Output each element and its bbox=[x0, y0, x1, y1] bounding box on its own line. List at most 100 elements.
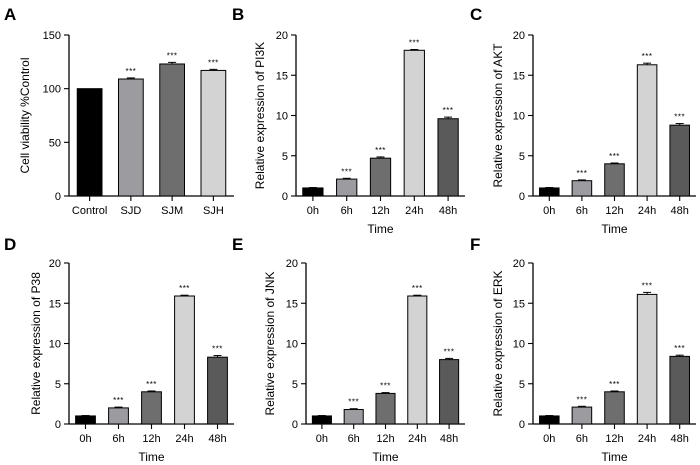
significance-label: *** bbox=[576, 395, 587, 404]
y-tick-label: 5 bbox=[519, 379, 525, 391]
significance-label: *** bbox=[609, 380, 620, 389]
y-tick-label: 20 bbox=[49, 258, 61, 270]
x-tick-label: 0h bbox=[79, 433, 91, 445]
panel-letter-b: B bbox=[232, 5, 244, 24]
y-axis-title: Relative expression of JNK bbox=[263, 271, 277, 415]
x-tick-label: 24h bbox=[638, 433, 656, 445]
x-axis-title: Time bbox=[138, 450, 165, 464]
bar-48h bbox=[669, 355, 690, 425]
x-tick-label: 6h bbox=[576, 433, 588, 445]
y-tick-label: 15 bbox=[513, 70, 525, 82]
significance-label: *** bbox=[125, 67, 136, 76]
bar-sjm bbox=[159, 63, 185, 197]
x-tick-label: 24h bbox=[408, 433, 426, 445]
x-tick-label: 0h bbox=[543, 433, 555, 445]
y-tick-label: 10 bbox=[276, 111, 288, 123]
bar-24h bbox=[403, 49, 425, 197]
bar-48h bbox=[207, 356, 228, 425]
y-tick-label: 20 bbox=[513, 258, 525, 270]
x-tick-label: 48h bbox=[671, 433, 689, 445]
y-axis-title: Relative expression of ERK bbox=[491, 270, 505, 416]
significance-label: *** bbox=[609, 152, 620, 161]
y-tick-label: 15 bbox=[276, 70, 288, 82]
panel-letter-d: D bbox=[4, 235, 16, 254]
x-tick-label: 12h bbox=[371, 205, 389, 217]
bar-24h bbox=[407, 295, 428, 425]
y-tick-label: 10 bbox=[513, 111, 525, 123]
bar-6h bbox=[343, 409, 364, 425]
significance-label: *** bbox=[208, 58, 219, 67]
x-tick-label: 6h bbox=[348, 433, 360, 445]
x-tick-label: 12h bbox=[605, 433, 623, 445]
bar-48h bbox=[669, 124, 690, 197]
x-tick-label: 24h bbox=[638, 205, 656, 217]
x-axis-title: Time bbox=[601, 222, 628, 236]
bar-6h bbox=[571, 180, 593, 197]
x-tick-label: SJH bbox=[203, 205, 224, 217]
bar-24h bbox=[636, 64, 658, 197]
bar-24h bbox=[174, 295, 195, 425]
panel-letter-c: C bbox=[470, 5, 482, 24]
significance-label: *** bbox=[412, 284, 423, 293]
significance-label: *** bbox=[113, 396, 124, 405]
y-tick-label: 100 bbox=[43, 84, 61, 96]
y-tick-label: 5 bbox=[55, 379, 61, 391]
panel-letter-f: F bbox=[470, 235, 480, 254]
x-tick-label: SJM bbox=[161, 205, 183, 217]
significance-label: *** bbox=[179, 284, 190, 293]
significance-label: *** bbox=[642, 52, 653, 61]
x-tick-label: 48h bbox=[440, 433, 458, 445]
panel-b: B 0 5 10 15 20 0h *** 6h *** 12h *** 24h *** 48h Relati… bbox=[232, 5, 465, 236]
y-tick-label: 10 bbox=[49, 339, 61, 351]
bar-6h bbox=[336, 178, 358, 197]
bar-6h bbox=[108, 407, 129, 425]
x-axis-title: Time bbox=[367, 222, 394, 236]
panel-a: A 0 50 100 150 Control *** SJD *** SJM *** SJH Cell … bbox=[4, 5, 234, 217]
bar-12h bbox=[141, 391, 162, 425]
significance-label: *** bbox=[212, 345, 223, 354]
bar-sjh bbox=[200, 69, 227, 197]
bar-0h bbox=[539, 187, 560, 197]
y-tick-label: 20 bbox=[286, 258, 298, 270]
bar-12h bbox=[604, 391, 625, 425]
x-tick-label: 12h bbox=[605, 205, 623, 217]
x-tick-label: Control bbox=[72, 205, 107, 217]
y-tick-label: 5 bbox=[519, 151, 525, 163]
bar-24h bbox=[636, 293, 658, 425]
significance-label: *** bbox=[674, 113, 685, 122]
panel-c: C 0 5 10 15 20 0h *** 6h *** 12h *** 24h *** 48h Relati… bbox=[470, 5, 696, 236]
bar-0h bbox=[539, 415, 560, 425]
panel-f: F 0 5 10 15 20 0h *** 6h *** 12h *** 24h *** 48h Relati… bbox=[470, 235, 696, 464]
bar-48h bbox=[439, 359, 460, 425]
y-tick-label: 5 bbox=[282, 151, 288, 163]
x-tick-label: 6h bbox=[576, 205, 588, 217]
x-tick-label: 48h bbox=[671, 205, 689, 217]
x-tick-label: 12h bbox=[142, 433, 160, 445]
x-tick-label: 6h bbox=[112, 433, 124, 445]
significance-label: *** bbox=[167, 51, 178, 60]
significance-label: *** bbox=[341, 167, 352, 176]
y-tick-label: 20 bbox=[513, 30, 525, 42]
y-tick-label: 150 bbox=[43, 30, 61, 42]
y-tick-label: 15 bbox=[49, 298, 61, 310]
x-tick-label: 6h bbox=[341, 205, 353, 217]
x-axis-title: Time bbox=[601, 450, 628, 464]
y-tick-label: 0 bbox=[55, 191, 61, 203]
bar-sjd bbox=[118, 78, 144, 197]
y-tick-label: 15 bbox=[286, 298, 298, 310]
x-tick-label: 24h bbox=[405, 205, 423, 217]
panel-letter-a: A bbox=[4, 5, 16, 24]
significance-label: *** bbox=[642, 281, 653, 290]
significance-label: *** bbox=[409, 38, 420, 47]
bar-6h bbox=[571, 406, 593, 425]
x-tick-label: 24h bbox=[175, 433, 193, 445]
panel-letter-e: E bbox=[232, 235, 243, 254]
bar-0h bbox=[75, 415, 96, 425]
y-tick-label: 0 bbox=[55, 419, 61, 431]
y-tick-label: 0 bbox=[282, 191, 288, 203]
bar-12h bbox=[375, 392, 396, 425]
y-axis-title: Relative expression of PI3K bbox=[253, 42, 267, 189]
y-axis-title: Relative expression of AKT bbox=[491, 43, 505, 188]
x-tick-label: 48h bbox=[208, 433, 226, 445]
